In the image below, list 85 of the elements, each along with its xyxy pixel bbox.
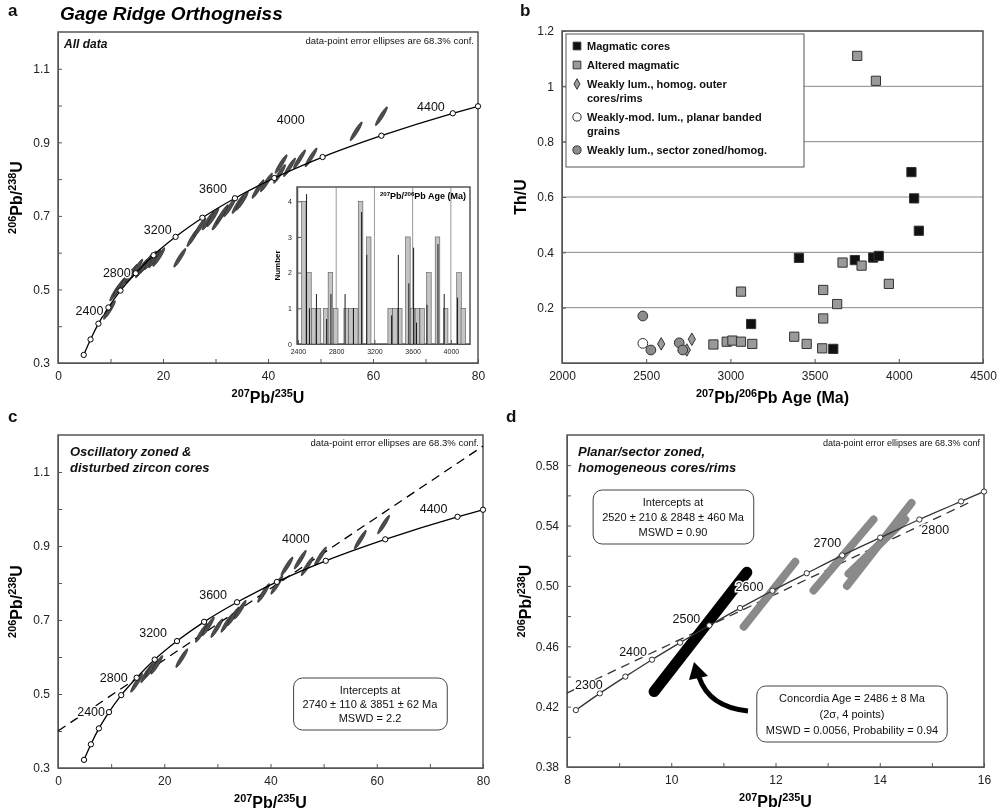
annotation: Intercepts at 2740 ± 110 & 3851 ± 62 Ma MSWD = 2.2 [302,684,439,724]
legend-label: Weakly lum., sector zoned/homog. [587,144,768,156]
x-tick-label: 2000 [549,368,577,383]
legend-label: Altered magmatic [587,59,680,71]
legend-label: Magmatic cores [587,40,671,52]
annotation: 4400 [419,502,448,517]
text: b [520,1,531,20]
x-axis-title: $^{207}$Pb/$^{235}$U [231,387,305,406]
annotation: 4400 [416,99,445,114]
annotation: Intercepts at 2520 ± 210 & 2848 ± 460 Ma MSWD = 0.90 [602,496,745,538]
x-tick-label: 0 [55,773,63,788]
x-axis-title: $^{207}$Pb/$^{235}$U [234,792,307,811]
text: c [8,407,18,426]
chart-title: Gage Ridge Orthogneiss [60,3,283,24]
annotation: 4000 [281,532,310,547]
y-tick-label: 0.54 [535,518,560,533]
x-tick-label: 0 [55,368,63,383]
y-tick-label: 0.8 [537,135,555,150]
x-tick-label: 40 [264,773,278,788]
y-tick-label: 0.42 [535,699,560,714]
y-tick-label: 0.9 [33,135,51,150]
x-tick-label: 60 [370,773,385,788]
y-tick-label: 0.58 [535,458,560,473]
y-tick-label: 1 [547,79,555,94]
annotation: 2800 [99,671,128,686]
y-tick-label: 0.5 [33,282,51,297]
legend-label: Weakly-mod. lum., planar banded grains [587,111,762,137]
x-tick-label: 3000 [717,368,745,383]
annotation: 2400 [77,705,106,720]
y-tick-label: 0.2 [537,301,555,316]
x-tick-label: 14 [873,772,888,787]
annotation: 3200 [139,626,168,641]
y-tick-label: 0.3 [33,356,51,371]
annotation: 2400 [75,303,104,318]
text: d [506,407,517,426]
y-axis-title: Th/U [512,179,529,215]
y-tick-label: 1.1 [33,62,51,77]
y-tick-label: 0.6 [537,190,555,205]
x-tick-label: 80 [471,368,486,383]
x-tick-label: 4500 [970,368,998,383]
y-tick-label: 0.5 [33,687,51,702]
annotation: 2400 [619,645,648,659]
y-tick-label: 0.7 [33,209,51,224]
annotation: Planar/sector zoned, homogeneous cores/rims [578,444,737,475]
y-tick-label: 0.9 [33,539,51,554]
x-tick-label: 16 [977,772,992,787]
y-tick-label: 1.1 [33,465,51,480]
y-tick-label: 0.50 [535,579,560,594]
x-tick-label: 2500 [633,368,661,383]
annotation: 4000 [276,113,305,128]
x-axis-title: $^{207}$Pb/$^{206}$Pb Age (Ma) [379,189,466,201]
y-tick-label: 0.38 [535,760,560,775]
x-axis-title: $^{207}$Pb/$^{235}$U [739,791,812,810]
x-tick-label: 8 [564,772,572,787]
x-tick-label: 80 [476,773,491,788]
annotation: 3600 [199,587,228,602]
text: a [8,1,18,20]
annotation: 3200 [143,223,172,238]
x-tick-label: 60 [366,368,381,383]
y-tick-label: 0.4 [537,245,555,260]
annotation: Oscillatory zoned & disturbed zircon cores [70,444,210,475]
annotation: data-point error ellipses are 68.3% conf [822,438,981,448]
y-tick-label: 0.7 [33,613,51,628]
annotation: All data [63,37,108,51]
annotation: 3600 [199,181,227,196]
y-tick-label: 0.46 [535,639,560,654]
y-tick-label: 0.3 [33,761,51,776]
x-tick-label: 12 [769,772,783,787]
annotation: 2800 [921,522,950,537]
x-tick-label: 40 [261,368,276,383]
x-tick-label: 3500 [801,368,829,383]
annotation: 2300 [575,677,603,692]
y-tick-label: 1.2 [537,24,555,39]
annotation: Concordia Age = 2486 ± 8 Ma (2σ, 4 points) MSWD = 0.0056, Probability = 0.94 [765,692,939,736]
x-tick-label: 10 [665,772,679,787]
x-tick-label: 4000 [885,368,913,383]
annotation: data-point error ellipses are 68.3% conf. [305,35,474,46]
annotation: data-point error ellipses are 68.3% conf. [310,437,479,448]
annotation: 2500 [672,611,701,626]
x-tick-label: 20 [156,368,171,383]
legend-label: Weakly lum., homog. outer cores/rims [587,78,728,104]
x-axis-title: $^{207}$Pb/$^{206}$Pb Age (Ma) [695,387,850,406]
y-axis-title: Number [273,250,282,281]
annotation: 2700 [813,535,842,550]
x-tick-label: 20 [158,773,172,788]
